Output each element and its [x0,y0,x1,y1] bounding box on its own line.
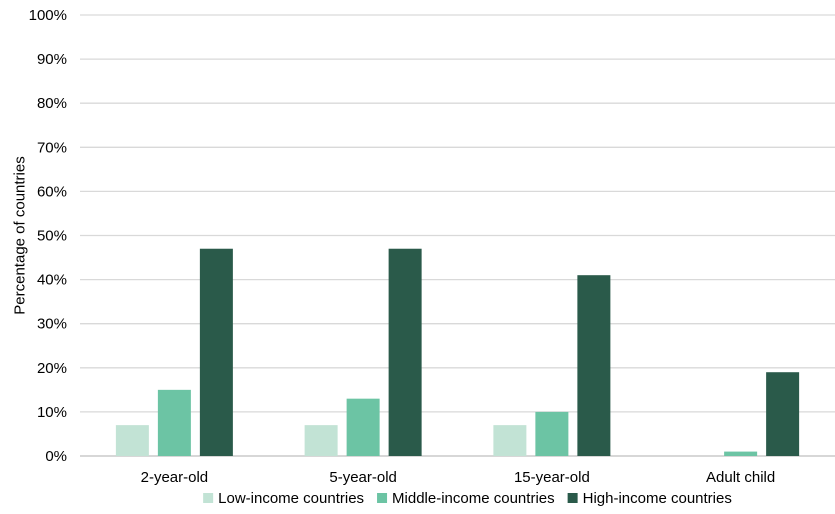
x-tick-label: 15-year-old [514,469,590,486]
legend-label: Low-income countries [218,490,364,507]
x-tick-label: Adult child [706,469,775,486]
bar-low-income-countries-5-year-old [304,425,338,456]
legend-item: Low-income countries [203,490,364,507]
y-tick-label: 100% [29,7,67,24]
y-tick-label: 70% [37,139,67,156]
legend-swatch [203,493,214,503]
legend-swatch [377,493,388,503]
bar-middle-income-countries-2-year-old [157,389,191,456]
legend-item: High-income countries [567,490,732,507]
legend-item: Middle-income countries [377,490,555,507]
bar-low-income-countries-15-year-old [493,425,527,456]
x-axis-tick-labels: 2-year-old 5-year-old 15-year-old Adult chi… [141,469,776,486]
x-tick-label: 5-year-old [329,469,397,486]
bar-middle-income-countries-5-year-old [346,398,380,456]
legend: Low-income countries Middle-income countr… [203,490,732,507]
y-tick-label: 40% [37,272,67,289]
y-tick-label: 80% [37,95,67,112]
y-tick-label: 0% [45,448,67,465]
bar-low-income-countries-2-year-old [115,425,149,456]
bar-high-income-countries-adult-child [766,372,800,456]
bar-high-income-countries-15-year-old [577,275,611,456]
y-tick-label: 20% [37,360,67,377]
y-axis-tick-labels: 0% 10% 20% 30% 40% 50% 60% 70% 80% 90% 100% [29,7,67,465]
y-tick-label: 90% [37,51,67,68]
legend-swatch [567,493,578,503]
y-tick-label: 60% [37,183,67,200]
y-tick-label: 30% [37,316,67,333]
gridlines [80,14,835,457]
x-tick-label: 2-year-old [141,469,209,486]
bars [115,248,800,456]
legend-label: High-income countries [583,490,732,507]
bar-middle-income-countries-15-year-old [535,411,569,456]
y-axis-title: Percentage of countries [11,156,28,314]
y-tick-label: 50% [37,228,67,245]
bar-middle-income-countries-adult-child [724,451,758,456]
bar-high-income-countries-2-year-old [199,248,233,456]
legend-label: Middle-income countries [392,490,555,507]
y-tick-label: 10% [37,404,67,421]
bar-high-income-countries-5-year-old [388,248,422,456]
